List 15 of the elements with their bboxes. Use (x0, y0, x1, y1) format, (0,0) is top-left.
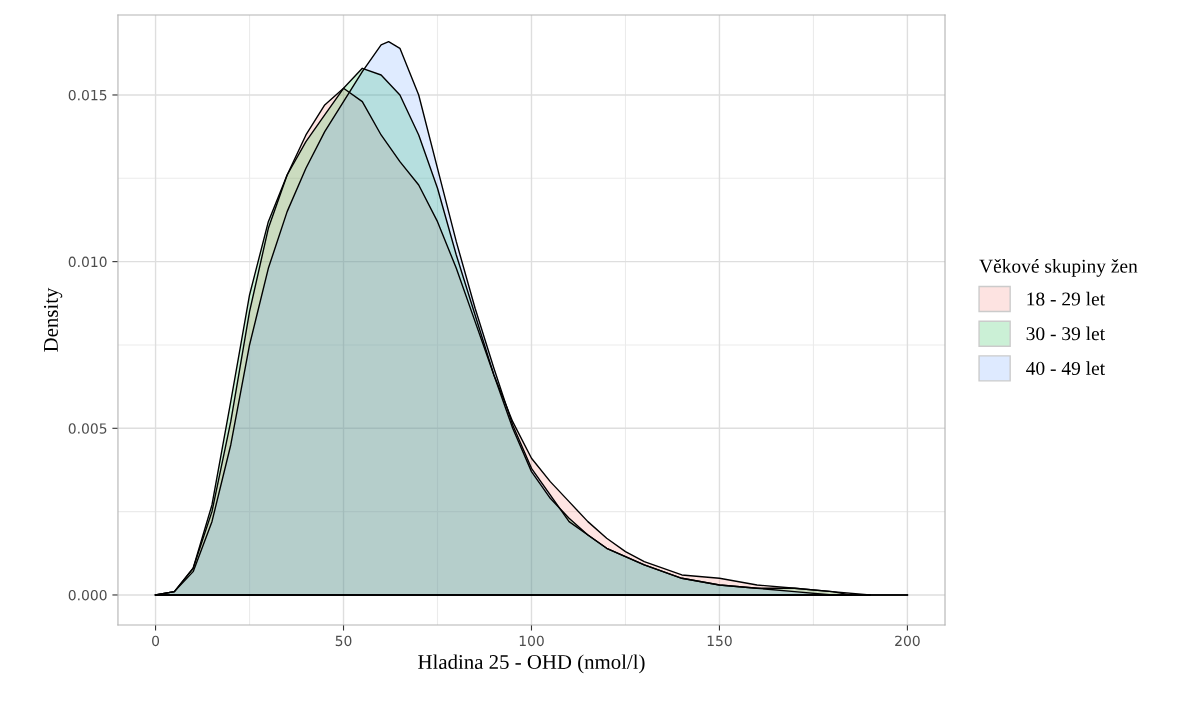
x-tick-label: 100 (519, 635, 544, 647)
y-tick-label: 0.015 (68, 89, 107, 101)
y-axis-title: Density (43, 287, 63, 352)
x-tick-label: 150 (707, 635, 732, 647)
x-axis-title: Hladina 25 - OHD (nmol/l) (418, 654, 645, 674)
legend-title: Věkové skupiny žen (979, 259, 1138, 277)
legend-label: 30 - 39 let (1026, 326, 1105, 341)
y-tick-label: 0.005 (68, 423, 107, 434)
y-tick-label: 0.010 (68, 256, 107, 268)
x-tick-label: 200 (895, 635, 920, 647)
x-tick-label: 0 (152, 635, 160, 647)
legend-label: 40 - 49 let (1026, 361, 1105, 375)
legend-label: 18 - 29 let (1027, 291, 1105, 306)
y-tick-label: 0.000 (68, 589, 107, 601)
x-tick-label: 50 (335, 635, 352, 647)
